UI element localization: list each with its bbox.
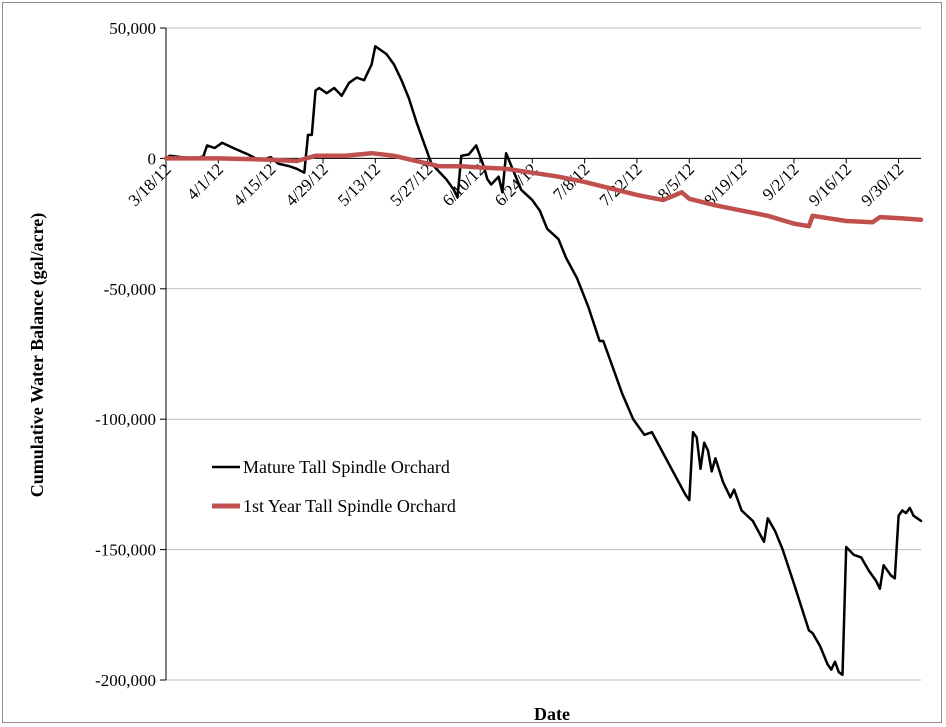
gridlines: [166, 27, 921, 681]
axes: [165, 28, 921, 680]
x-tick-label: 5/27/12: [386, 160, 436, 210]
x-tick-label: 4/1/12: [183, 160, 227, 204]
x-tick-label: 9/30/12: [857, 160, 907, 210]
y-tick-label: -200,000: [95, 671, 156, 690]
x-axis-title: Date: [534, 704, 570, 724]
legend: Mature Tall Spindle Orchard 1st Year Tal…: [212, 457, 456, 516]
x-axis-ticks: 3/18/12 4/1/12 4/15/12 4/29/12 5/13/12 5/27/1…: [125, 158, 907, 210]
y-axis-title: Cumulative Water Balance (gal/acre): [27, 213, 48, 497]
legend-label-mature: Mature Tall Spindle Orchard: [243, 457, 450, 477]
series-line-first-year: [163, 150, 924, 229]
y-axis-ticks: 50,000 0 -50,000 -100,000 -150,000 -200,000: [95, 19, 166, 690]
x-tick-label: 4/15/12: [229, 160, 279, 210]
x-tick-label: 9/16/12: [805, 160, 855, 210]
x-tick-label: 5/13/12: [334, 160, 384, 210]
x-tick-label: 9/2/12: [759, 160, 803, 204]
y-tick-label: 50,000: [109, 19, 156, 38]
series-lines: [163, 45, 924, 677]
y-tick-label: 0: [148, 149, 157, 168]
y-tick-label: -100,000: [95, 410, 156, 429]
series-line-mature: [164, 45, 923, 677]
legend-label-first-year: 1st Year Tall Spindle Orchard: [243, 496, 456, 516]
y-tick-label: -50,000: [104, 280, 156, 299]
y-tick-label: -150,000: [95, 541, 156, 560]
